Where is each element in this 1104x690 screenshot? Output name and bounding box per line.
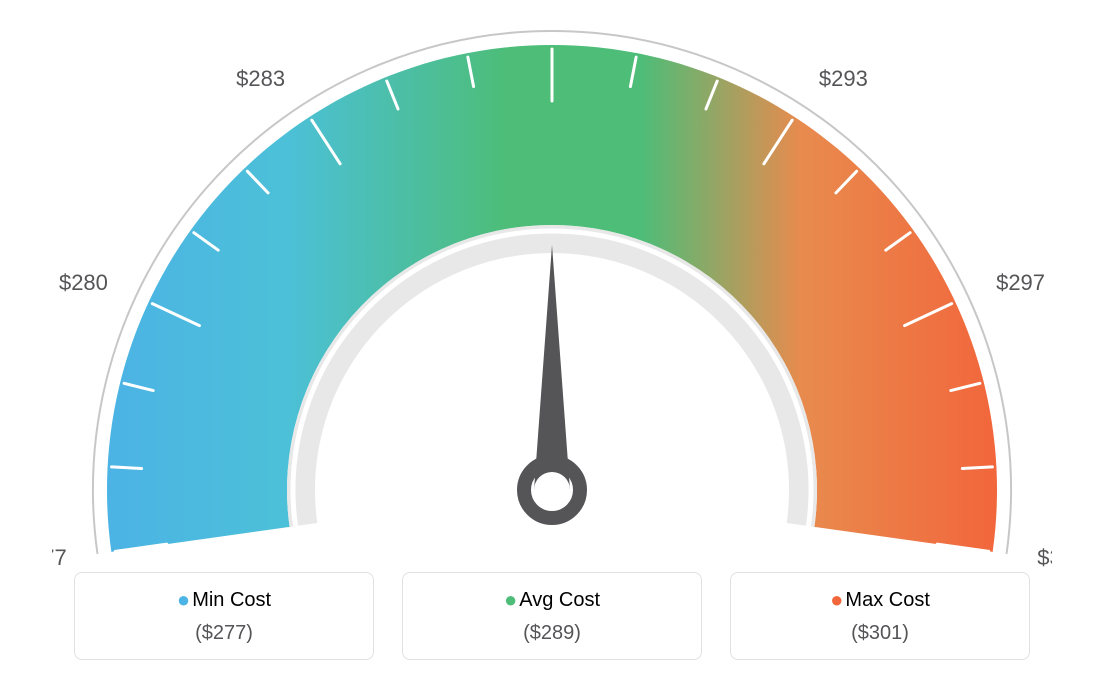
gauge-tick-label: $283 xyxy=(236,66,285,91)
legend-card-max: ● Max Cost ($301) xyxy=(730,572,1030,660)
dot-icon: ● xyxy=(504,594,517,606)
gauge-tick-label: $277 xyxy=(52,545,67,570)
gauge-chart: $277 $280 $283 $289 $293 $297 $301 xyxy=(52,10,1052,575)
legend-title-max: ● Max Cost xyxy=(830,589,930,612)
gauge-tick-label: $280 xyxy=(59,270,108,295)
legend-label: Max Cost xyxy=(845,589,929,612)
legend-card-avg: ● Avg Cost ($289) xyxy=(402,572,702,660)
legend-value-max: ($301) xyxy=(741,622,1019,645)
gauge-svg: $277 $280 $283 $289 $293 $297 $301 xyxy=(52,10,1052,570)
gauge-tick-label: $289 xyxy=(528,10,577,12)
legend-label: Min Cost xyxy=(192,589,271,612)
dot-icon: ● xyxy=(830,594,843,606)
legend-row: ● Min Cost ($277) ● Avg Cost ($289) ● Ma… xyxy=(0,572,1104,660)
legend-value-min: ($277) xyxy=(85,622,363,645)
legend-title-min: ● Min Cost xyxy=(177,589,271,612)
gauge-tick-label: $301 xyxy=(1037,545,1052,570)
legend-label: Avg Cost xyxy=(519,589,600,612)
legend-value-avg: ($289) xyxy=(413,622,691,645)
gauge-tick-label: $297 xyxy=(996,270,1045,295)
gauge-tick-label: $293 xyxy=(819,66,868,91)
legend-card-min: ● Min Cost ($277) xyxy=(74,572,374,660)
dot-icon: ● xyxy=(177,594,190,606)
legend-title-avg: ● Avg Cost xyxy=(504,589,600,612)
